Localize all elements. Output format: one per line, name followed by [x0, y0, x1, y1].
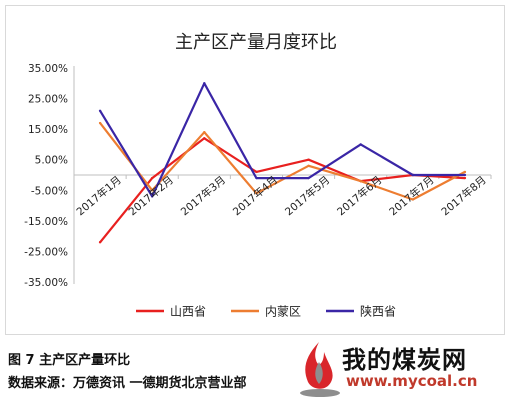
data-source: 数据来源：万德资讯 一德期货北京营业部 [8, 376, 247, 391]
data-point [98, 241, 102, 244]
data-point [150, 176, 154, 180]
y-tick-label: 35.00% [28, 63, 68, 75]
data-point [255, 170, 258, 174]
legend-label: 陕西省 [360, 304, 396, 319]
data-point [463, 173, 467, 177]
y-tick-label: -5.00% [31, 185, 68, 197]
line-chart: 主产区产量月度环比 35.00% 25.00% 15.00% 5.00% -5.00% -… [24, 32, 492, 319]
y-tick-label: -35.00% [24, 277, 68, 289]
y-tick-label: 5.00% [35, 155, 68, 167]
data-point [463, 176, 467, 180]
data-point [359, 179, 362, 183]
y-tick-label: 15.00% [28, 124, 68, 136]
watermark-text: 我的煤炭网 [342, 346, 467, 374]
data-point [255, 192, 258, 195]
data-point [255, 176, 258, 180]
chart-title: 主产区产量月度环比 [175, 32, 337, 53]
data-point [307, 176, 310, 180]
y-tick-label: -25.00% [24, 246, 68, 258]
data-point [463, 170, 467, 174]
series-line-山西省 [99, 137, 465, 243]
data-point [98, 109, 102, 113]
figure-caption: 图 7 主产区产量环比 [8, 353, 131, 368]
data-point [203, 82, 206, 85]
flame-logo-icon [300, 342, 340, 397]
data-point [307, 164, 310, 168]
series-line-内蒙区 [99, 122, 466, 201]
site-watermark: 我的煤炭网 www.mycoal.cn [294, 338, 504, 400]
legend-label: 山西省 [170, 305, 206, 319]
data-point [150, 195, 154, 198]
x-tick-label: 2017年3月 [178, 173, 228, 218]
data-point [203, 137, 206, 140]
x-tick-label: 2017年1月 [74, 173, 124, 218]
y-tick-label: 25.00% [28, 94, 68, 106]
chart-frame: 主产区产量月度环比 35.00% 25.00% 15.00% 5.00% -5.00% -… [5, 5, 505, 335]
data-point [411, 198, 415, 201]
data-point [150, 189, 154, 192]
y-tick-label: -15.00% [24, 216, 68, 228]
data-point [307, 158, 310, 161]
x-tick-label: 2017年8月 [439, 173, 489, 218]
data-point [359, 143, 362, 146]
data-point [98, 121, 102, 125]
data-point [411, 173, 415, 177]
data-point [203, 131, 206, 134]
x-tick-label: 2017年4月 [230, 173, 280, 218]
x-tick-label: 2017年5月 [282, 173, 332, 218]
series-line-陕西省 [99, 82, 465, 198]
x-tick-label: 2017年7月 [387, 173, 437, 218]
legend-label: 内蒙区 [265, 305, 301, 319]
watermark-url: www.mycoal.cn [346, 372, 478, 390]
